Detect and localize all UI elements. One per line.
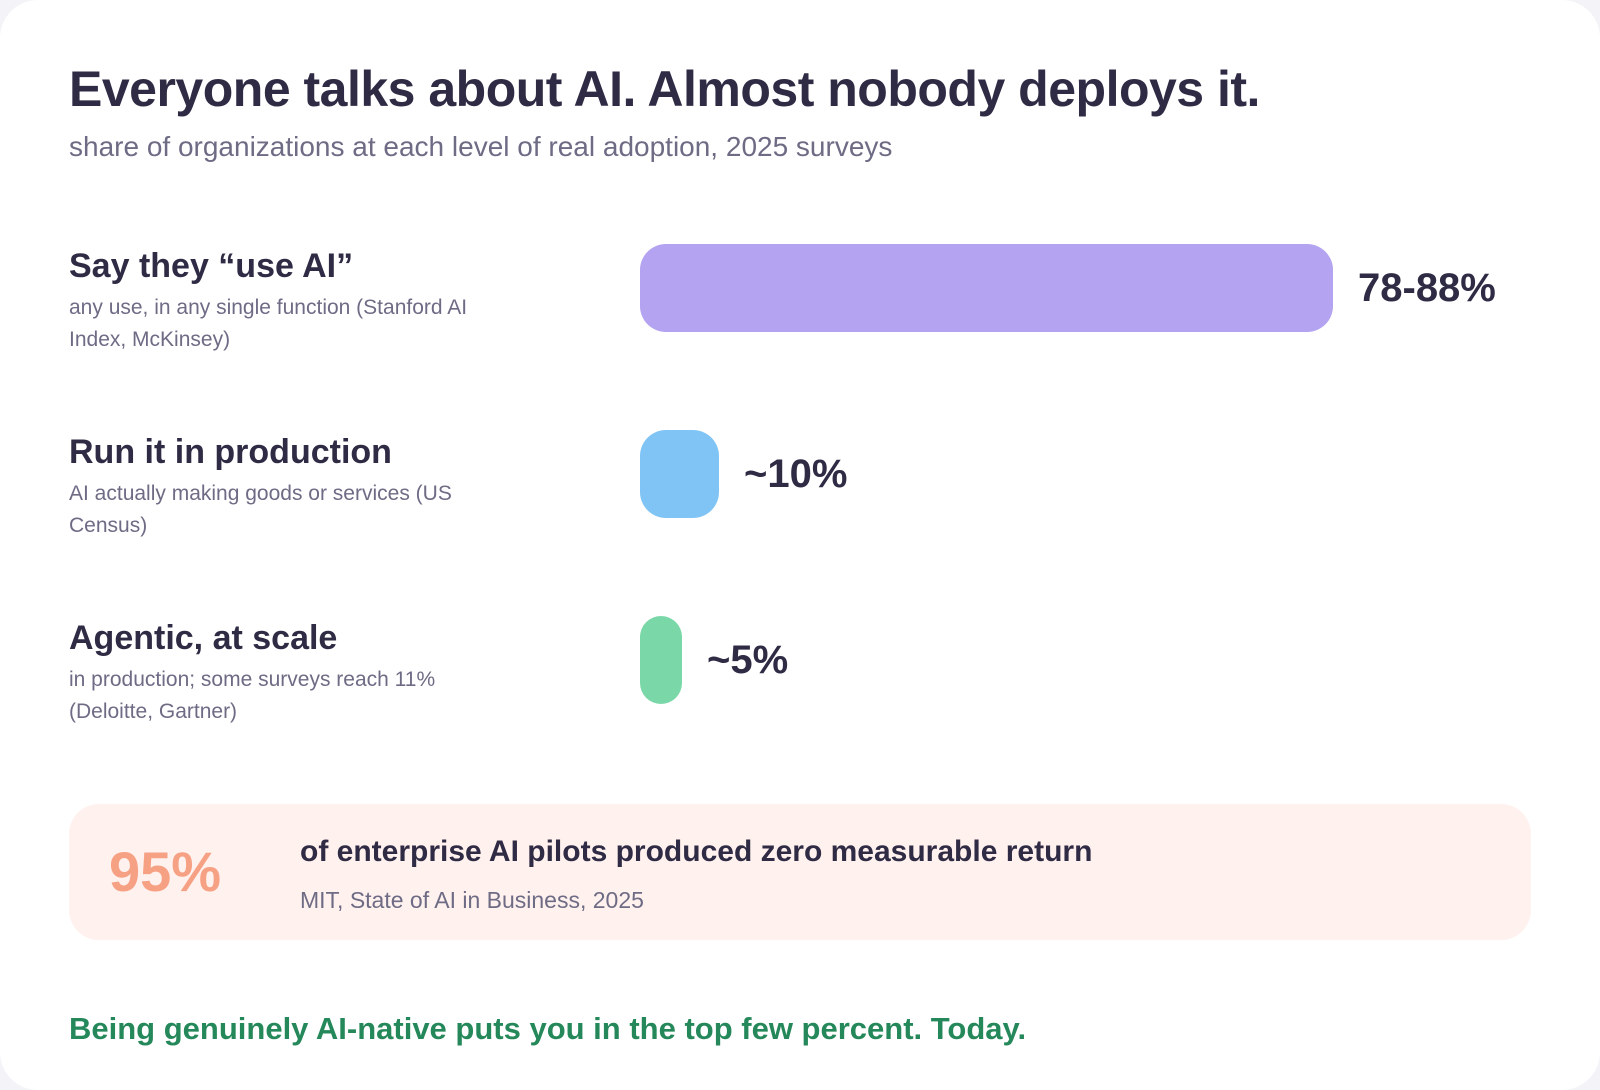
chart-title: Everyone talks about AI. Almost nobody d… (69, 61, 1260, 117)
bar (640, 244, 1333, 332)
bar-value-label: ~10% (744, 452, 848, 496)
callout-text: of enterprise AI pilots produced zero me… (300, 835, 1093, 868)
bar-category-label: Say they “use AI” (69, 247, 354, 285)
bar (640, 430, 719, 518)
chart-subtitle: share of organizations at each level of … (69, 131, 893, 162)
bar-category-label: Agentic, at scale (69, 619, 338, 657)
bar-row: Agentic, at scale in production; some su… (0, 616, 1600, 756)
bar-category-description: any use, in any single function (Stanfor… (69, 296, 468, 351)
bar-label-group: Agentic, at scale in production; some su… (69, 616, 499, 728)
bar-label-group: Say they “use AI” any use, in any single… (69, 244, 499, 356)
bar-category-description: in production; some surveys reach 11% (D… (69, 668, 436, 723)
callout-stat: 95% (109, 840, 222, 903)
bar (640, 616, 682, 704)
footer-note: Being genuinely AI-native puts you in th… (69, 1011, 1027, 1046)
bar-row: Run it in production AI actually making … (0, 430, 1600, 570)
bar-category-label: Run it in production (69, 433, 392, 471)
bar-track: ~5% (640, 616, 1520, 704)
callout-source: MIT, State of AI in Business, 2025 (300, 887, 644, 913)
bar-value-label: ~5% (707, 638, 789, 682)
bar-row: Say they “use AI” any use, in any single… (0, 244, 1600, 384)
bar-label-group: Run it in production AI actually making … (69, 430, 499, 542)
bar-track: ~10% (640, 430, 1520, 518)
bar-category-description: AI actually making goods or services (US… (69, 482, 452, 537)
stat-callout: 95% of enterprise AI pilots produced zer… (69, 804, 1531, 940)
bar-value-label: 78-88% (1358, 266, 1496, 310)
bar-track: 78-88% (640, 244, 1520, 332)
